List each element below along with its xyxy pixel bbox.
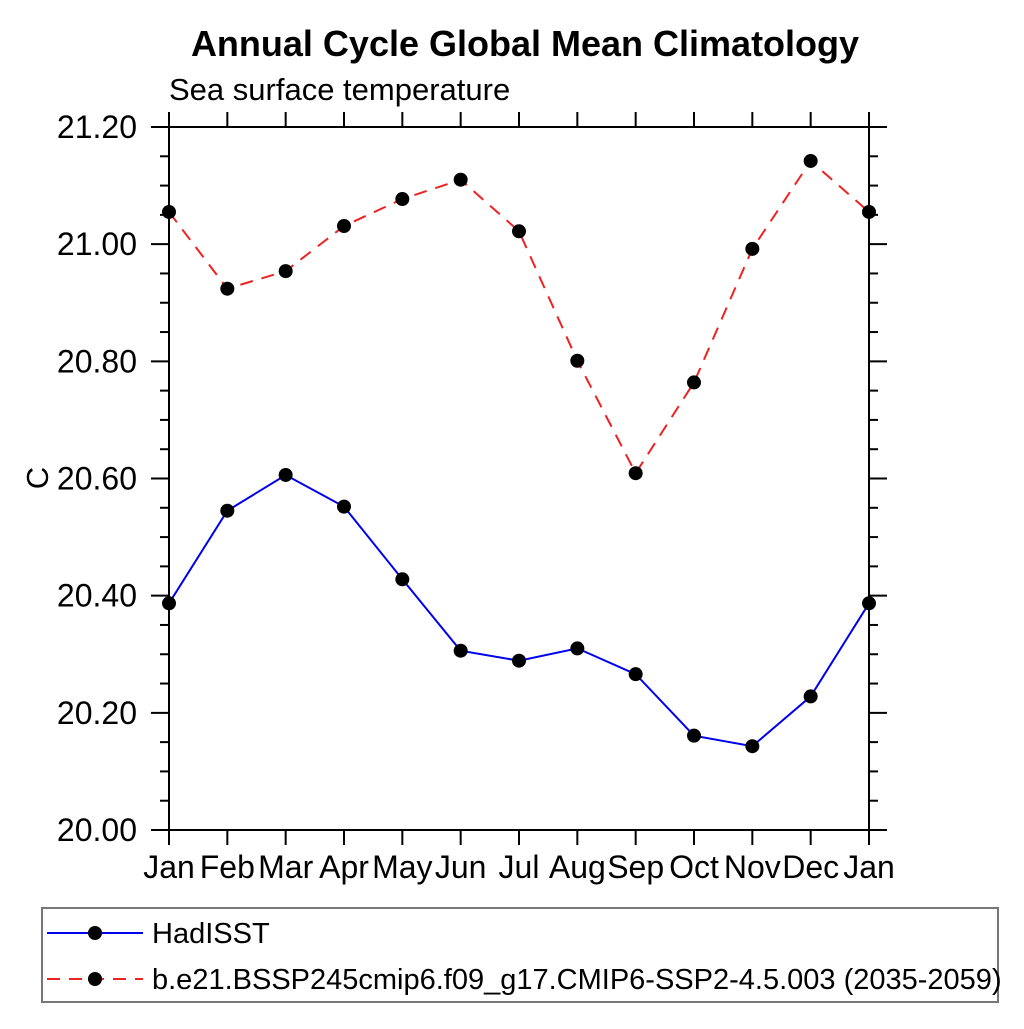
data-point-marker xyxy=(687,728,701,743)
data-point-marker xyxy=(570,641,585,656)
x-tick-label: Mar xyxy=(258,849,313,885)
data-point-marker xyxy=(570,353,585,368)
y-tick-label: 20.60 xyxy=(57,461,137,497)
data-point-marker xyxy=(745,739,760,754)
y-tick-label: 20.40 xyxy=(57,578,137,614)
chart-title: Annual Cycle Global Mean Climatology xyxy=(191,23,859,64)
data-point-marker xyxy=(628,466,643,481)
x-tick-label: Apr xyxy=(319,849,369,885)
data-point-marker xyxy=(803,689,818,704)
data-point-marker xyxy=(220,503,235,518)
data-point-marker xyxy=(862,596,876,611)
data-point-marker xyxy=(337,499,351,514)
series-line xyxy=(168,159,870,476)
data-point-marker xyxy=(395,572,410,587)
legend-label: b.e21.BSSP245cmip6.f09_g17.CMIP6-SSP2-4.… xyxy=(152,964,1002,996)
legend: HadISST b.e21.BSSP245cmip6.f09_g17.CMIP6-… xyxy=(41,907,1002,1003)
data-point-marker xyxy=(687,375,701,390)
data-point-marker xyxy=(337,219,351,234)
data-point-marker xyxy=(453,172,468,187)
data-point-marker xyxy=(395,192,410,207)
plot-frame xyxy=(168,126,870,831)
data-point-marker xyxy=(220,281,235,296)
y-tick-label: 20.80 xyxy=(57,343,137,379)
data-point-marker xyxy=(278,467,293,482)
x-tick-label: Sep xyxy=(607,849,664,885)
data-point-marker xyxy=(862,204,876,219)
y-tick-label: 20.20 xyxy=(57,695,137,731)
legend-label: HadISST xyxy=(152,918,270,950)
legend-marker xyxy=(88,972,102,986)
y-axis-label: C xyxy=(20,467,55,489)
legend-box xyxy=(41,907,999,1003)
data-point-marker xyxy=(745,241,760,256)
chart-subtitle: Sea surface temperature xyxy=(169,72,510,107)
x-tick-label: Jul xyxy=(499,849,540,885)
x-tick-label: Feb xyxy=(200,849,255,885)
data-point-marker xyxy=(278,264,293,279)
x-tick-label: Nov xyxy=(724,849,781,885)
x-tick-label: Jan xyxy=(143,849,195,885)
legend-marker xyxy=(88,926,102,940)
y-tick-label: 21.20 xyxy=(57,109,137,145)
x-tick-label: Jan xyxy=(843,849,895,885)
data-point-marker xyxy=(512,653,526,668)
y-tick-label: 20.00 xyxy=(57,812,137,848)
series-line xyxy=(168,473,870,748)
x-tick-label: Jun xyxy=(435,849,487,885)
x-tick-label: May xyxy=(372,849,432,885)
data-point-marker xyxy=(628,667,643,682)
data-point-marker xyxy=(162,204,176,219)
data-point-marker xyxy=(162,596,176,611)
data-point-marker xyxy=(803,153,818,168)
x-tick-label: Dec xyxy=(782,849,839,885)
x-tick-label: Aug xyxy=(549,849,606,885)
data-point-marker xyxy=(453,643,468,658)
x-tick-label: Oct xyxy=(669,849,719,885)
y-tick-label: 21.00 xyxy=(57,226,137,262)
data-point-marker xyxy=(512,224,526,239)
